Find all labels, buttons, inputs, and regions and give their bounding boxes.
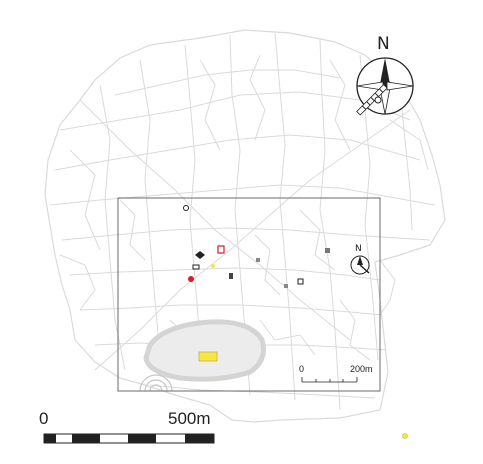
poi-marker-yellow-a[interactable] <box>211 264 215 268</box>
poi-marker-box[interactable] <box>297 278 304 285</box>
poi-marker-gray-b[interactable] <box>284 284 288 288</box>
arena-arcs <box>139 374 173 392</box>
poi-marker-icons[interactable] <box>183 205 408 439</box>
street-network <box>49 32 436 411</box>
poi-marker-square[interactable] <box>229 273 233 279</box>
inset-scale-start-label: 0 <box>299 364 305 374</box>
north-letter-small: N <box>355 244 362 254</box>
north-arrow-small-icon <box>350 255 370 275</box>
poi-marker-gray-c[interactable] <box>325 248 330 253</box>
north-arrow-compass-icon <box>356 57 414 116</box>
poi-marker-red-dot[interactable] <box>188 276 194 282</box>
poi-marker-yellow-b[interactable] <box>402 433 408 439</box>
poi-marker-diamond[interactable] <box>195 251 205 259</box>
castle-hill <box>143 319 266 382</box>
north-letter-large: N <box>377 34 390 54</box>
poi-marker-castle[interactable] <box>198 351 218 362</box>
inset-frame <box>117 197 381 392</box>
poi-marker-gray-a[interactable] <box>256 258 260 262</box>
poi-marker-red-square[interactable] <box>217 245 225 254</box>
poi-marker-north[interactable] <box>183 205 189 211</box>
poi-marker-small-a[interactable] <box>192 264 200 270</box>
scale-bar-icon <box>43 433 215 444</box>
scale-end-label: 500m <box>168 409 211 428</box>
inset-scale-end-label: 200m <box>350 364 373 374</box>
inset-scale-bar-icon <box>301 377 358 383</box>
scale-start-label: 0 <box>39 409 49 428</box>
